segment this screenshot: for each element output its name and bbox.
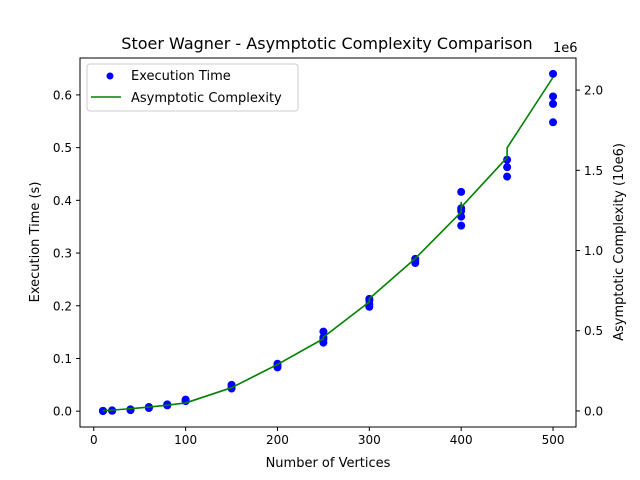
y-right-tick-label: 0.5 xyxy=(584,324,603,338)
x-tick-label: 200 xyxy=(266,433,289,447)
y-left-tick-label: 0.2 xyxy=(53,299,72,313)
y-axis-label-left: Execution Time (s) xyxy=(28,182,43,303)
x-tick-label: 300 xyxy=(358,433,381,447)
x-tick-label: 0 xyxy=(90,433,98,447)
execution-time-point xyxy=(503,155,512,164)
asymptotic-complexity-line xyxy=(102,76,554,412)
y-axis-right: 0.0 0.5 1.0 1.5 2.0 xyxy=(576,84,603,418)
y-left-tick-label: 0.0 xyxy=(53,405,72,419)
execution-time-point xyxy=(457,187,466,196)
x-tick-label: 100 xyxy=(174,433,197,447)
execution-time-point xyxy=(319,327,328,336)
execution-time-point xyxy=(98,406,107,415)
y-axis-left: 0.0 0.1 0.2 0.3 0.4 0.5 0.6 xyxy=(53,88,80,419)
y-left-tick-label: 0.1 xyxy=(53,352,72,366)
chart-title: Stoer Wagner - Asymptotic Complexity Com… xyxy=(121,34,532,53)
y-left-tick-label: 0.4 xyxy=(53,194,72,208)
y-right-tick-label: 1.5 xyxy=(584,164,603,178)
execution-time-point xyxy=(457,221,466,230)
plot-series xyxy=(98,69,558,416)
execution-time-point xyxy=(503,163,512,172)
x-axis: 0 100 200 300 400 500 xyxy=(90,427,565,447)
execution-time-point xyxy=(503,172,512,181)
legend-label-execution-time: Execution Time xyxy=(131,69,231,84)
y-left-tick-label: 0.3 xyxy=(53,247,72,261)
execution-time-point xyxy=(549,92,558,101)
x-axis-label: Number of Vertices xyxy=(266,456,391,471)
legend-frame xyxy=(86,63,299,112)
y-left-tick-label: 0.6 xyxy=(53,88,72,102)
right-axis-offset-text: 1e6 xyxy=(553,41,578,56)
legend: Execution Time Asymptotic Complexity xyxy=(86,63,299,112)
plot-frame xyxy=(79,57,577,428)
x-tick-label: 500 xyxy=(542,433,565,447)
y-right-tick-label: 2.0 xyxy=(584,84,603,98)
legend-marker-execution-time xyxy=(106,72,114,80)
x-tick-label: 400 xyxy=(450,433,473,447)
y-left-tick-label: 0.5 xyxy=(53,141,72,155)
y-right-tick-label: 1.0 xyxy=(584,244,603,258)
y-right-tick-label: 0.0 xyxy=(584,404,603,418)
execution-time-point xyxy=(549,118,558,127)
execution-time-point xyxy=(549,99,558,108)
execution-time-point xyxy=(549,69,558,78)
legend-label-asymptotic-complexity: Asymptotic Complexity xyxy=(131,91,282,106)
y-axis-label-right: Asymptotic Complexity (10e6) xyxy=(612,143,627,341)
execution-time-point xyxy=(163,400,172,409)
